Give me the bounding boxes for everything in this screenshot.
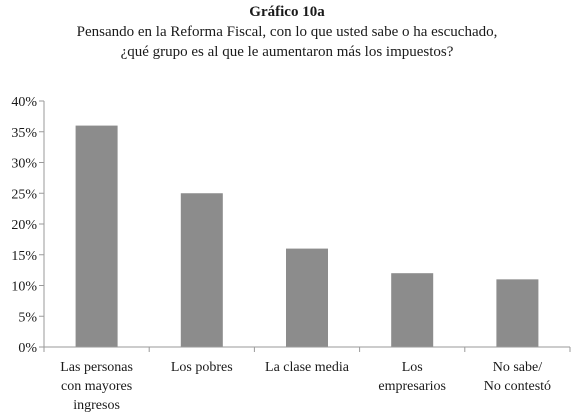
bars bbox=[75, 125, 539, 347]
x-category-label: La clase media bbox=[265, 360, 350, 375]
x-category-label-line: Las personas bbox=[60, 360, 133, 375]
bar bbox=[180, 193, 223, 347]
y-tick-label: 0% bbox=[18, 341, 37, 356]
x-category-label-line: No contestó bbox=[484, 379, 551, 394]
x-category-label-line: No sabe/ bbox=[493, 360, 542, 375]
bar bbox=[496, 279, 539, 347]
chart-title-block: Gráfico 10a Pensando en la Reforma Fisca… bbox=[0, 2, 574, 62]
x-category-label: Los pobres bbox=[171, 360, 233, 375]
x-category-label-line: Los pobres bbox=[171, 360, 233, 375]
x-axis: Las personas con mayores ingresos Los pobre… bbox=[43, 346, 571, 413]
x-category-label-line: La clase media bbox=[265, 360, 350, 375]
bar bbox=[286, 248, 328, 347]
y-tick-label: 25% bbox=[11, 187, 37, 202]
bar bbox=[391, 273, 434, 347]
chart-subtitle-line-1: Pensando en la Reforma Fiscal, con lo qu… bbox=[76, 24, 498, 40]
y-tick-label: 20% bbox=[11, 218, 37, 233]
x-category-label-line: con mayores bbox=[61, 379, 132, 394]
y-tick-label: 15% bbox=[11, 249, 37, 264]
bar bbox=[75, 125, 118, 347]
y-tick-label: 35% bbox=[11, 126, 37, 141]
y-axis: 0% 5% 10% 15% 20% 25% 30% 35% 40% bbox=[11, 95, 45, 356]
chart-subtitle-line-2: ¿qué grupo es al que le aumentaron más l… bbox=[120, 44, 454, 60]
x-category-label-line: Los bbox=[402, 360, 423, 375]
x-category-label-line: ingresos bbox=[73, 398, 120, 413]
y-tick-label: 10% bbox=[11, 280, 37, 295]
x-category-label: Los empresarios bbox=[378, 360, 446, 394]
y-tick-label: 30% bbox=[11, 157, 37, 172]
y-tick-label: 5% bbox=[18, 310, 37, 325]
x-category-label: No sabe/No contestó bbox=[484, 360, 551, 394]
chart-title: Gráfico 10a bbox=[249, 4, 325, 20]
y-tick-label: 40% bbox=[11, 95, 37, 110]
x-category-label-line: empresarios bbox=[378, 379, 446, 394]
x-category-label: Las personas con mayores ingresos bbox=[60, 360, 133, 413]
